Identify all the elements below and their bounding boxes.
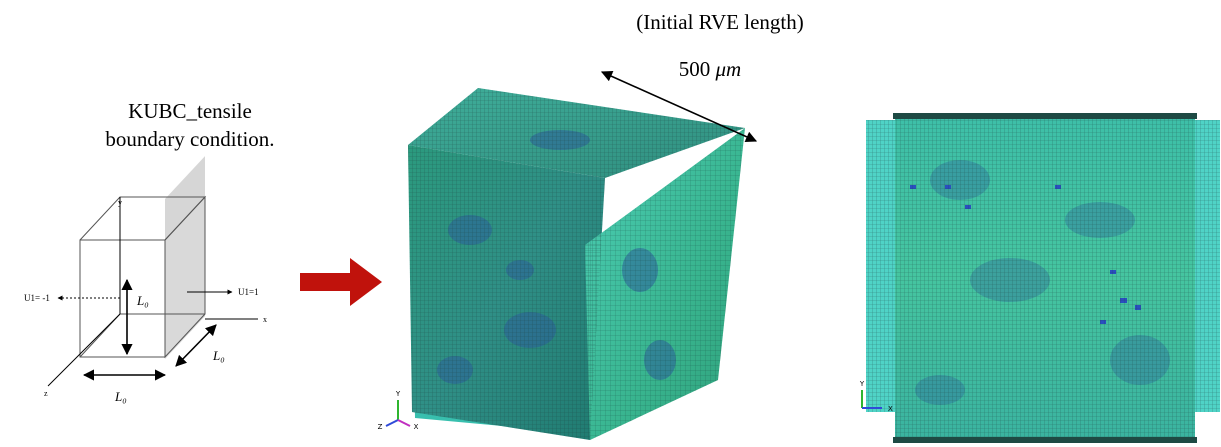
- flow-arrow: [300, 258, 382, 306]
- mesh-front: [866, 113, 1220, 443]
- load-label: U1= -1: [24, 293, 50, 303]
- dimension-note: (Initial RVE length): [636, 10, 803, 34]
- figure: KUBC_tensile boundary condition. y x z U…: [0, 0, 1221, 447]
- axis-label: x: [263, 315, 267, 324]
- triad-label: X: [888, 405, 893, 413]
- caption-line: KUBC_tensile: [128, 99, 252, 123]
- triad-label: X: [414, 423, 419, 431]
- length-label: L₀: [136, 293, 149, 308]
- length-label: L₀: [212, 348, 225, 363]
- cube-schematic: [48, 156, 258, 386]
- caption-line: boundary condition.: [105, 127, 274, 151]
- axis-label: z: [44, 389, 48, 398]
- triad: [386, 400, 410, 426]
- triad-label: Y: [395, 390, 401, 398]
- dimension-value: 500 μm: [679, 57, 741, 81]
- value: 500: [679, 57, 711, 81]
- mesh-3d: [408, 88, 745, 440]
- unit: μm: [715, 57, 742, 81]
- triad-label: Z: [378, 423, 383, 431]
- load-label: U1=1: [238, 287, 259, 297]
- triad-label: Y: [859, 380, 865, 388]
- length-label: L₀: [114, 389, 127, 404]
- axis-label: y: [118, 198, 122, 207]
